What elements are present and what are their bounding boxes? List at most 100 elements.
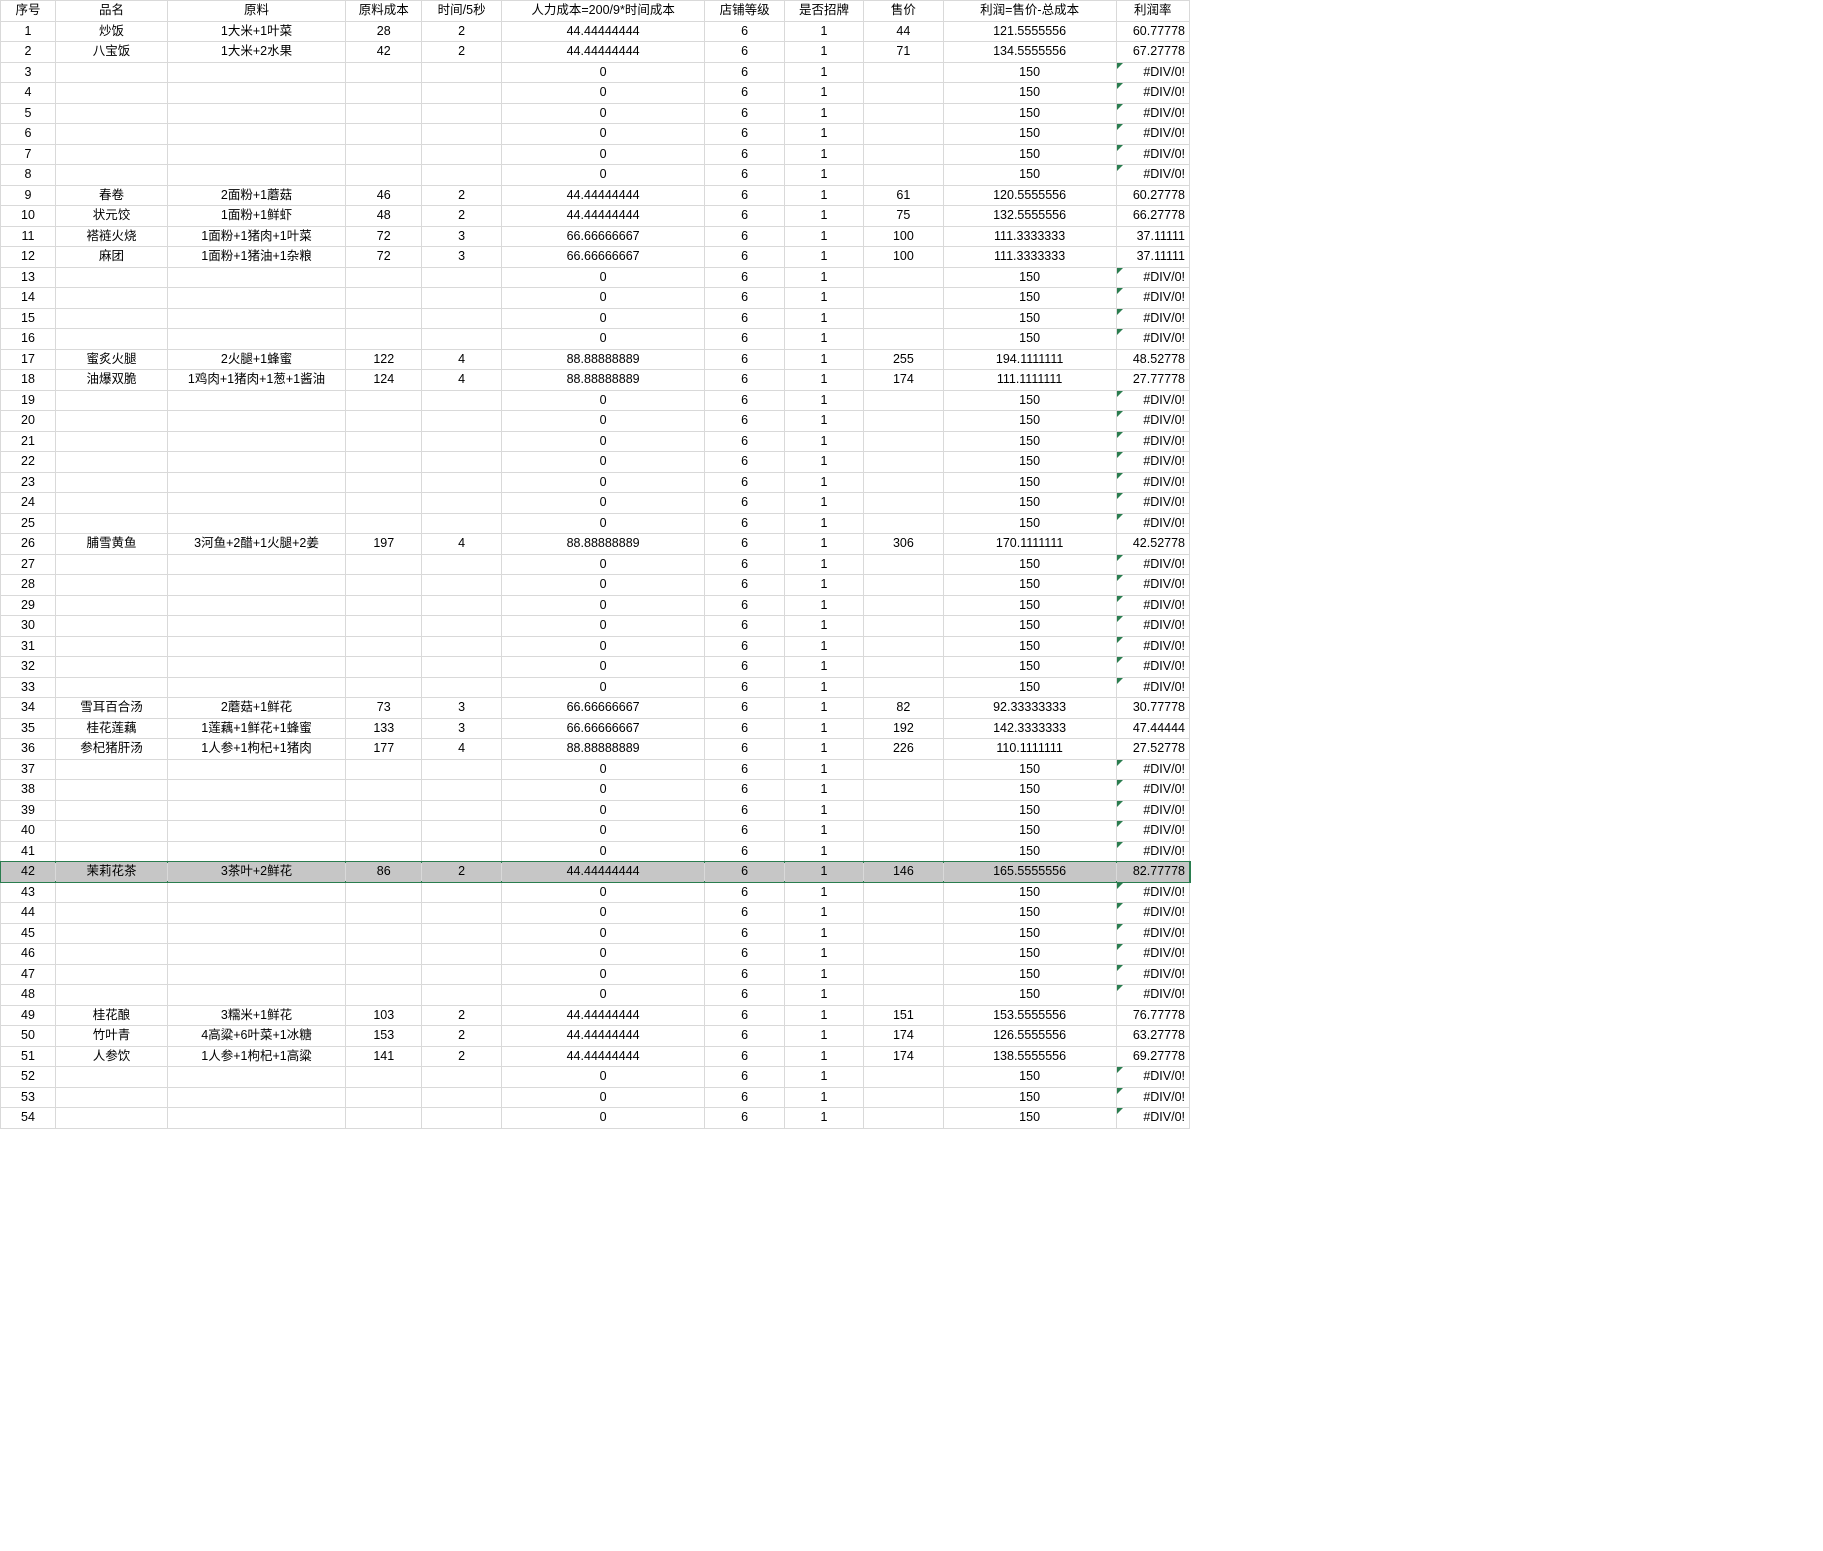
- cell-n[interactable]: 31: [1, 636, 56, 657]
- cell-profit[interactable]: 92.33333333: [943, 698, 1116, 719]
- cell-ing[interactable]: 1面粉+1猪肉+1叶菜: [167, 226, 345, 247]
- cell-mat[interactable]: [346, 62, 422, 83]
- cell-mat[interactable]: [346, 1067, 422, 1088]
- header-cell-7[interactable]: 是否招牌: [784, 1, 863, 22]
- cell-lab[interactable]: 0: [501, 657, 705, 678]
- cell-n[interactable]: 13: [1, 267, 56, 288]
- table-row[interactable]: 48061150#DIV/0!: [1, 985, 1190, 1006]
- cell-name[interactable]: [55, 554, 167, 575]
- table-row[interactable]: 43061150#DIV/0!: [1, 882, 1190, 903]
- cell-ing[interactable]: 3河鱼+2醋+1火腿+2姜: [167, 534, 345, 555]
- cell-profit[interactable]: 150: [943, 472, 1116, 493]
- cell-lab[interactable]: 0: [501, 472, 705, 493]
- cell-mat[interactable]: 124: [346, 370, 422, 391]
- cell-rate[interactable]: #DIV/0!: [1116, 657, 1189, 678]
- cell-n[interactable]: 45: [1, 923, 56, 944]
- cell-rate[interactable]: #DIV/0!: [1116, 452, 1189, 473]
- cell-rate[interactable]: #DIV/0!: [1116, 821, 1189, 842]
- cell-sig[interactable]: 1: [784, 390, 863, 411]
- cell-sig[interactable]: 1: [784, 534, 863, 555]
- cell-lvl[interactable]: 6: [705, 821, 784, 842]
- cell-rate[interactable]: #DIV/0!: [1116, 985, 1189, 1006]
- cell-rate[interactable]: 37.11111: [1116, 226, 1189, 247]
- cell-price[interactable]: [864, 985, 943, 1006]
- cell-price[interactable]: [864, 329, 943, 350]
- cell-n[interactable]: 43: [1, 882, 56, 903]
- cell-name[interactable]: [55, 800, 167, 821]
- cell-t[interactable]: [422, 554, 501, 575]
- cell-n[interactable]: 14: [1, 288, 56, 309]
- cell-ing[interactable]: [167, 923, 345, 944]
- cell-lab[interactable]: 0: [501, 83, 705, 104]
- cell-profit[interactable]: 150: [943, 83, 1116, 104]
- cell-rate[interactable]: #DIV/0!: [1116, 288, 1189, 309]
- cell-price[interactable]: [864, 390, 943, 411]
- cell-n[interactable]: 36: [1, 739, 56, 760]
- cell-t[interactable]: [422, 103, 501, 124]
- cell-price[interactable]: [864, 452, 943, 473]
- cell-price[interactable]: [864, 103, 943, 124]
- cell-profit[interactable]: 110.1111111: [943, 739, 1116, 760]
- cell-rate[interactable]: #DIV/0!: [1116, 882, 1189, 903]
- table-row[interactable]: 44061150#DIV/0!: [1, 903, 1190, 924]
- cell-n[interactable]: 42: [1, 862, 56, 883]
- cell-mat[interactable]: [346, 144, 422, 165]
- cell-profit[interactable]: 150: [943, 780, 1116, 801]
- cell-mat[interactable]: [346, 882, 422, 903]
- cell-profit[interactable]: 150: [943, 923, 1116, 944]
- cell-mat[interactable]: [346, 1087, 422, 1108]
- cell-lab[interactable]: 0: [501, 759, 705, 780]
- cell-price[interactable]: 146: [864, 862, 943, 883]
- cell-mat[interactable]: [346, 821, 422, 842]
- cell-name[interactable]: 桂花酿: [55, 1005, 167, 1026]
- cell-n[interactable]: 23: [1, 472, 56, 493]
- table-row[interactable]: 21061150#DIV/0!: [1, 431, 1190, 452]
- cell-lvl[interactable]: 6: [705, 226, 784, 247]
- cell-profit[interactable]: 150: [943, 616, 1116, 637]
- cell-mat[interactable]: [346, 677, 422, 698]
- cell-sig[interactable]: 1: [784, 800, 863, 821]
- cell-ing[interactable]: 4高粱+6叶菜+1冰糖: [167, 1026, 345, 1047]
- cell-sig[interactable]: 1: [784, 83, 863, 104]
- table-row[interactable]: 11褡裢火烧1面粉+1猪肉+1叶菜72366.6666666761100111.…: [1, 226, 1190, 247]
- cell-profit[interactable]: 150: [943, 329, 1116, 350]
- cell-rate[interactable]: #DIV/0!: [1116, 165, 1189, 186]
- cell-t[interactable]: [422, 62, 501, 83]
- cell-ing[interactable]: [167, 657, 345, 678]
- cell-ing[interactable]: [167, 1087, 345, 1108]
- cell-mat[interactable]: [346, 780, 422, 801]
- table-row[interactable]: 30061150#DIV/0!: [1, 616, 1190, 637]
- cell-profit[interactable]: 150: [943, 493, 1116, 514]
- cell-name[interactable]: [55, 944, 167, 965]
- cell-t[interactable]: 2: [422, 862, 501, 883]
- cell-t[interactable]: [422, 411, 501, 432]
- cell-ing[interactable]: [167, 780, 345, 801]
- cell-mat[interactable]: [346, 103, 422, 124]
- cell-price[interactable]: [864, 472, 943, 493]
- cell-ing[interactable]: 1鸡肉+1猪肉+1葱+1酱油: [167, 370, 345, 391]
- cell-ing[interactable]: [167, 636, 345, 657]
- table-row[interactable]: 8061150#DIV/0!: [1, 165, 1190, 186]
- cell-t[interactable]: 2: [422, 1046, 501, 1067]
- cell-t[interactable]: [422, 1067, 501, 1088]
- cell-name[interactable]: [55, 144, 167, 165]
- cell-lab[interactable]: 0: [501, 821, 705, 842]
- cell-price[interactable]: [864, 411, 943, 432]
- cell-sig[interactable]: 1: [784, 923, 863, 944]
- header-cell-4[interactable]: 时间/5秒: [422, 1, 501, 22]
- cell-t[interactable]: [422, 513, 501, 534]
- cell-t[interactable]: [422, 308, 501, 329]
- cell-sig[interactable]: 1: [784, 739, 863, 760]
- cell-mat[interactable]: [346, 513, 422, 534]
- header-cell-5[interactable]: 人力成本=200/9*时间成本: [501, 1, 705, 22]
- cell-price[interactable]: 255: [864, 349, 943, 370]
- cell-mat[interactable]: 86: [346, 862, 422, 883]
- cell-sig[interactable]: 1: [784, 452, 863, 473]
- cell-n[interactable]: 5: [1, 103, 56, 124]
- cell-lvl[interactable]: 6: [705, 718, 784, 739]
- cell-lab[interactable]: 0: [501, 493, 705, 514]
- cell-ing[interactable]: 1人参+1枸杞+1高粱: [167, 1046, 345, 1067]
- cell-rate[interactable]: 37.11111: [1116, 247, 1189, 268]
- cell-name[interactable]: [55, 493, 167, 514]
- cell-name[interactable]: [55, 903, 167, 924]
